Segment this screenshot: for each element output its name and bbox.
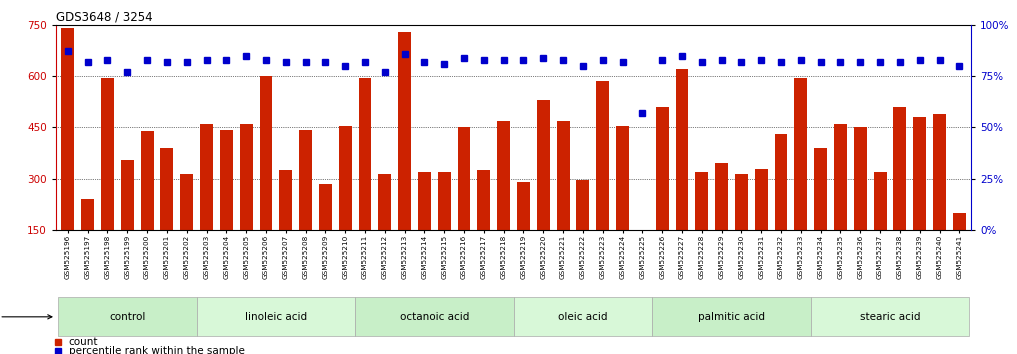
Bar (101, 78, 114, 281)
Bar (200, 124, 213, 281)
Bar (497, 121, 511, 281)
Bar (121, 160, 133, 281)
Bar (953, 213, 966, 281)
Bar (180, 173, 193, 281)
Bar (355, 297, 514, 336)
Bar (874, 172, 887, 281)
Text: percentile rank within the sample: percentile rank within the sample (69, 346, 244, 354)
Bar (616, 126, 629, 281)
Bar (58, 297, 196, 336)
Bar (577, 181, 590, 281)
Text: octanoic acid: octanoic acid (400, 312, 469, 322)
Bar (240, 124, 252, 281)
Bar (675, 69, 689, 281)
Bar (418, 172, 431, 281)
Text: stearic acid: stearic acid (859, 312, 920, 322)
Bar (161, 148, 173, 281)
Bar (933, 114, 946, 281)
Bar (196, 297, 355, 336)
Text: control: control (109, 312, 145, 322)
Bar (854, 127, 866, 281)
Bar (437, 172, 451, 281)
Bar (775, 134, 787, 281)
Bar (220, 130, 233, 281)
Bar (514, 297, 652, 336)
Bar (834, 124, 847, 281)
Bar (259, 76, 273, 281)
Bar (359, 78, 371, 281)
Bar (81, 199, 95, 281)
Bar (652, 297, 811, 336)
Bar (811, 297, 969, 336)
Text: count: count (69, 337, 99, 348)
Bar (696, 172, 708, 281)
Bar (755, 169, 768, 281)
Bar (61, 28, 74, 281)
Bar (894, 107, 906, 281)
Bar (715, 163, 728, 281)
Bar (735, 173, 747, 281)
Bar (339, 126, 352, 281)
Bar (299, 130, 312, 281)
Bar (815, 148, 827, 281)
Text: agent: agent (0, 312, 52, 322)
Text: palmitic acid: palmitic acid (698, 312, 765, 322)
Bar (556, 121, 570, 281)
Bar (794, 78, 807, 281)
Bar (140, 131, 154, 281)
Text: GDS3648 / 3254: GDS3648 / 3254 (56, 11, 153, 24)
Bar (280, 170, 292, 281)
Text: oleic acid: oleic acid (558, 312, 608, 322)
Bar (656, 107, 668, 281)
Bar (913, 117, 926, 281)
Bar (477, 170, 490, 281)
Bar (378, 173, 392, 281)
Bar (458, 127, 471, 281)
Bar (517, 182, 530, 281)
Bar (399, 32, 411, 281)
Bar (636, 232, 649, 281)
Bar (537, 100, 550, 281)
Bar (319, 184, 332, 281)
Bar (596, 81, 609, 281)
Text: linoleic acid: linoleic acid (245, 312, 307, 322)
